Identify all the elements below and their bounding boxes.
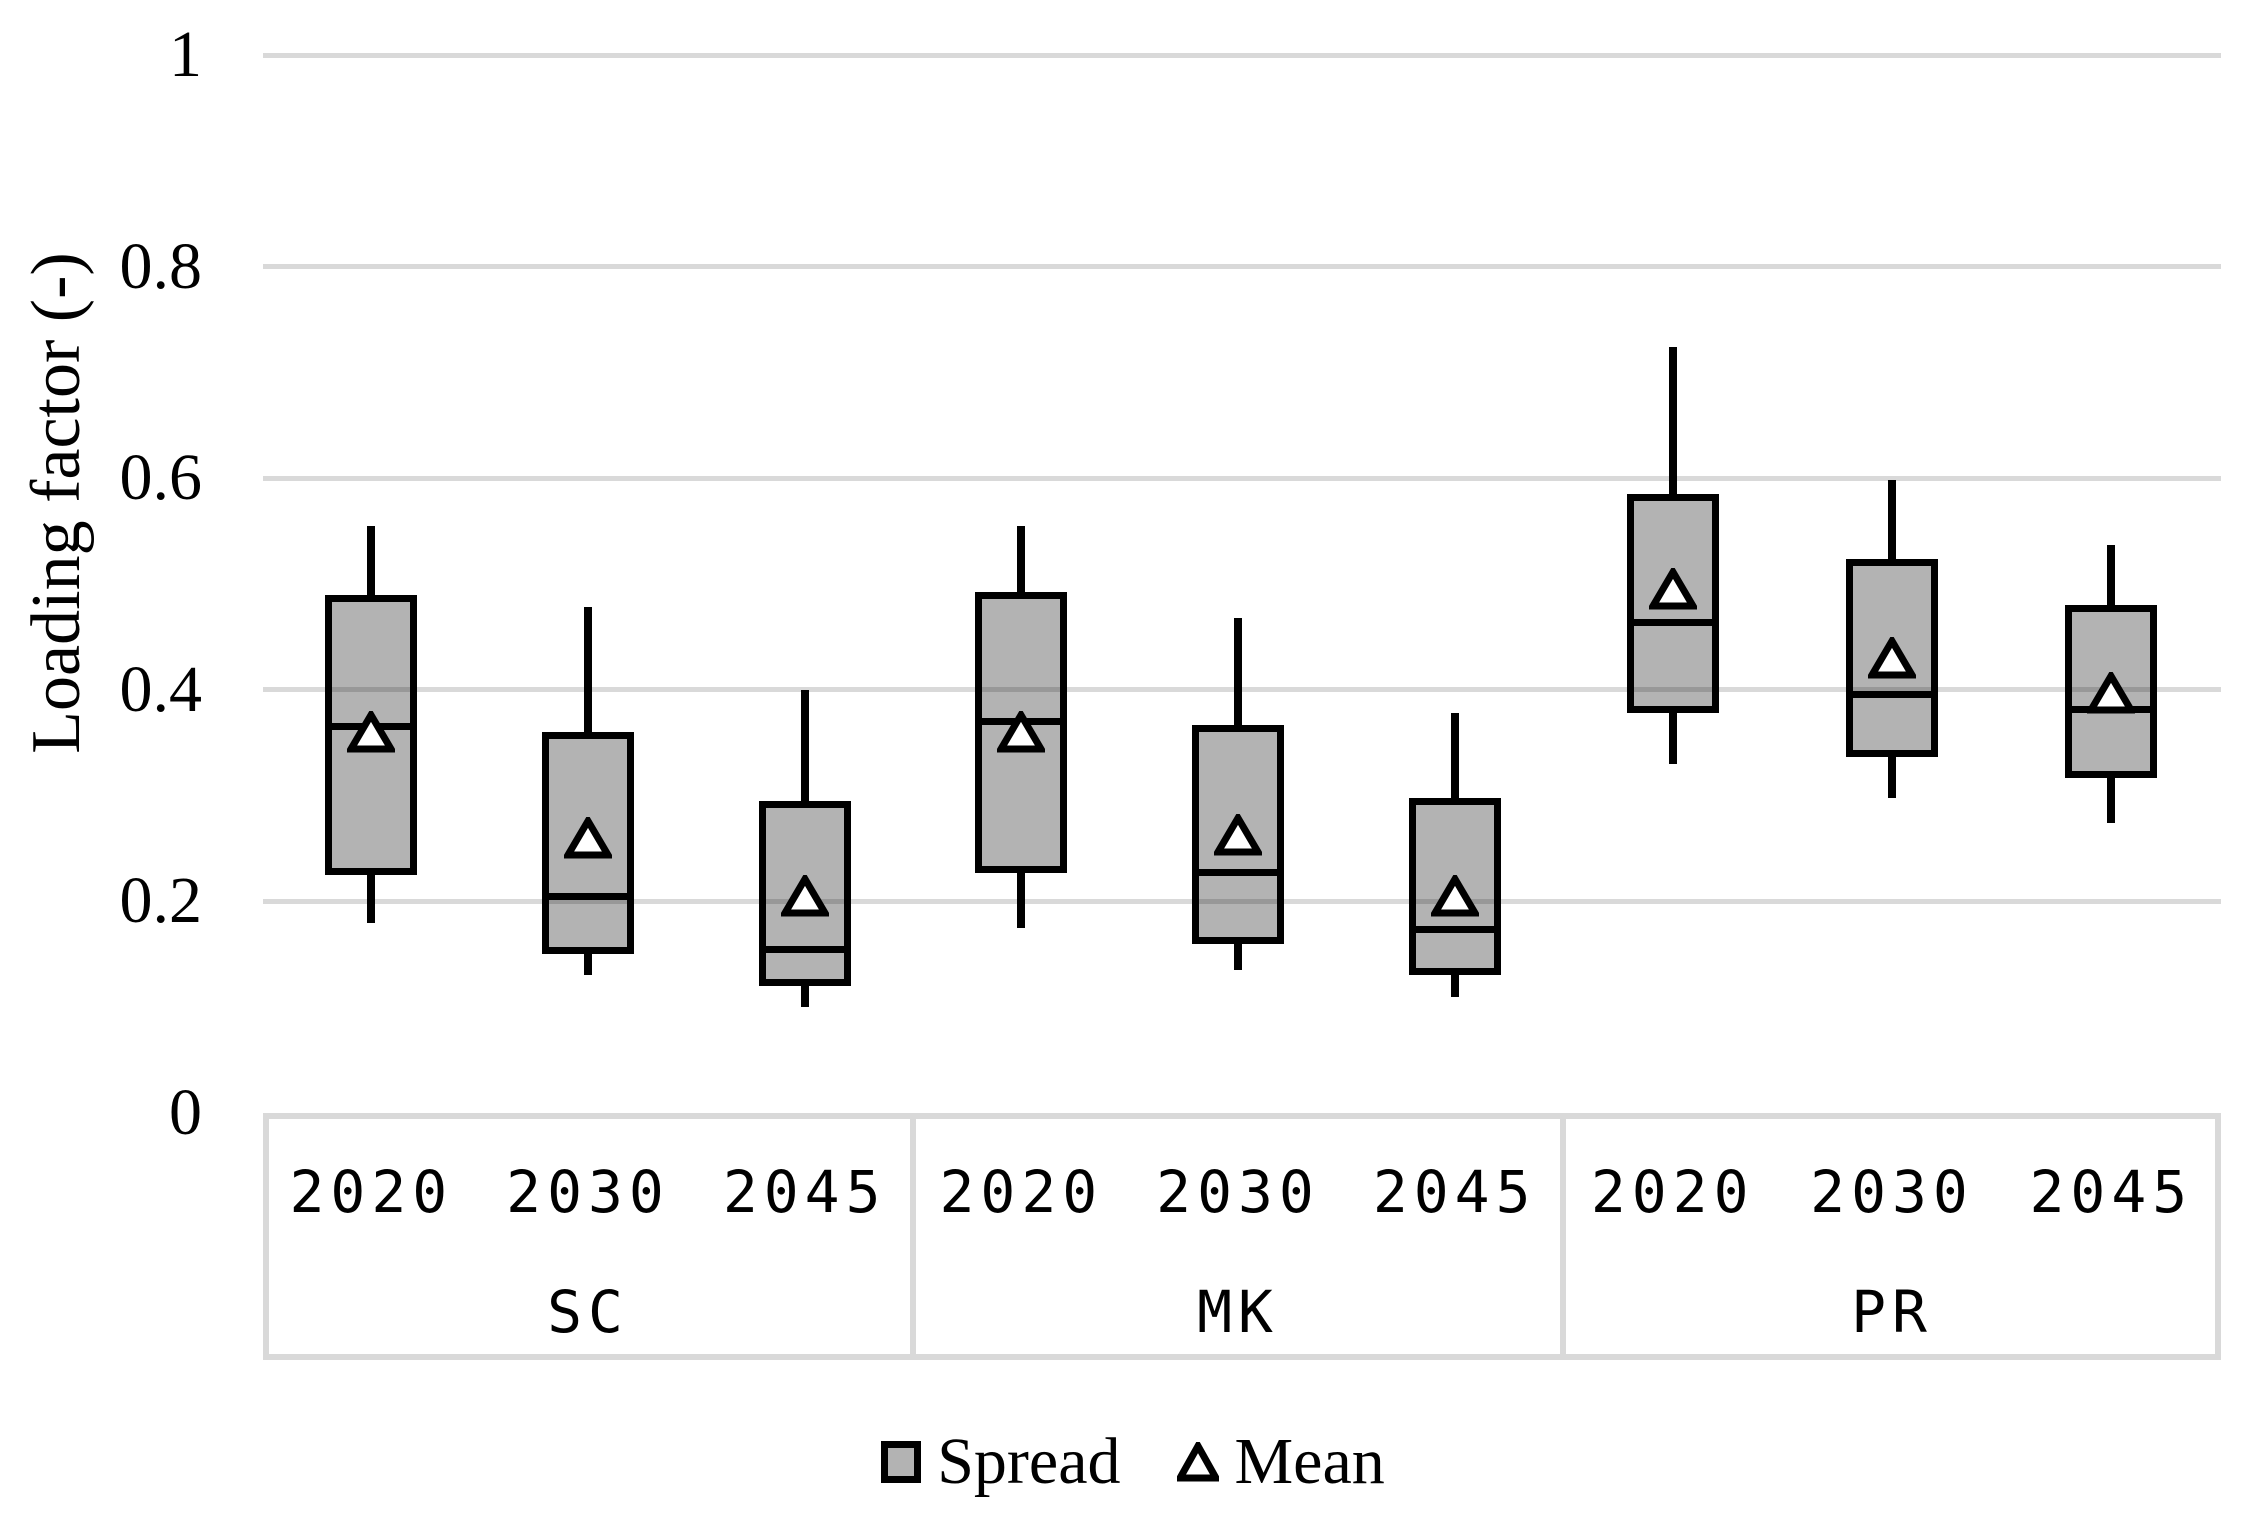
gridline [263,264,2221,270]
box-body-pr-2045 [2065,605,2158,778]
gridline [263,898,2221,904]
legend-label: Spread [937,1425,1121,1498]
mean-triangle-icon [1865,634,1919,684]
median-line-mk-2045 [1408,926,1501,934]
legend: Spread Mean [0,1422,2266,1502]
year-label: 2020 [939,1158,1104,1226]
mean-triangle-icon [561,814,615,864]
mean-triangle-icon [995,708,1048,758]
year-label: 2045 [1372,1158,1537,1226]
group-label-mk: MK [1197,1278,1279,1346]
legend-item-mean: Mean [1176,1424,1385,1500]
x-axis-group-divider [910,1113,916,1360]
year-label: 2030 [1156,1158,1320,1226]
box-body-pr-2030 [1846,558,1938,758]
year-label: 2030 [506,1158,670,1226]
x-axis-table-outline [263,1113,2221,1360]
y-tick-label: 0.6 [119,441,203,515]
spread-square-icon [881,1441,922,1483]
box-body-mk-2020 [975,592,1068,873]
year-label: 2045 [2029,1158,2194,1226]
y-tick-label: 0.2 [119,864,203,938]
mean-triangle-icon [778,872,831,922]
gridline [263,475,2221,481]
mean-triangle-icon [1428,872,1481,922]
gridline [263,687,2221,693]
mean-triangle-icon [345,708,398,758]
year-label: 2020 [289,1158,454,1226]
y-tick-label: 0 [169,1076,202,1149]
year-label: 2045 [722,1158,887,1226]
median-line-pr-2030 [1846,690,1938,698]
median-line-pr-2020 [1626,618,1719,626]
group-label-pr: PR [1851,1278,1933,1346]
median-line-sc-2045 [758,945,851,953]
year-label: 2030 [1810,1158,1974,1226]
median-line-sc-2030 [542,892,634,900]
mean-triangle-icon [2085,669,2138,719]
median-line-mk-2030 [1192,869,1284,877]
year-label: 2020 [1590,1158,1755,1226]
x-axis-group-divider [1560,1113,1566,1360]
legend-label: Mean [1234,1425,1385,1498]
mean-triangle-icon [1646,565,1699,615]
group-label-sc: SC [547,1278,629,1346]
y-tick-label: 0.4 [119,652,203,726]
mean-triangle-icon [1211,810,1265,861]
y-tick-label: 1 [169,18,202,91]
mean-triangle-icon [1176,1442,1219,1482]
legend-item-spread: Spread [881,1424,1121,1500]
y-tick-label: 0.8 [119,229,203,303]
gridline [263,52,2221,58]
